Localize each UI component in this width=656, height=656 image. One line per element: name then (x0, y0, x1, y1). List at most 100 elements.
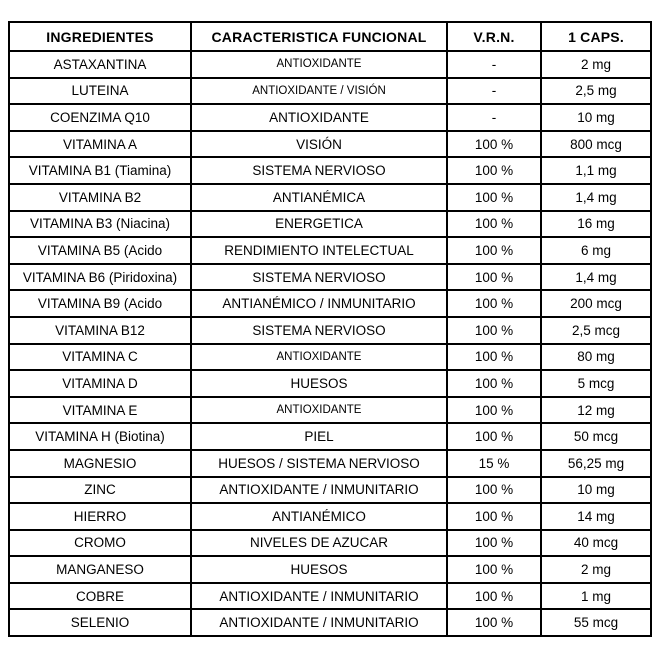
caps-cell: 1 mg (540, 581, 652, 611)
vrn-cell: 100 % (446, 129, 542, 159)
table-row: SELENIO ANTIOXIDANTE / INMUNITARIO 100 % 55… (8, 608, 652, 638)
caps-cell: 50 mcg (540, 422, 652, 451)
ingredient-cell: VITAMINA B3 (Niacina) (8, 209, 192, 239)
vrn-cell: 100 % (446, 369, 542, 398)
ingredients-table: INGREDIENTES CARACTERISTICA FUNCIONAL V.… (8, 21, 652, 638)
header-functional-characteristic: CARACTERISTICA FUNCIONAL (190, 21, 448, 52)
vrn-cell: 100 % (446, 422, 542, 451)
vrn-cell: - (446, 50, 542, 79)
table-row: ZINC ANTIOXIDANTE / INMUNITARIO 100 % 10 mg (8, 475, 652, 505)
caps-cell: 5 mcg (540, 369, 652, 398)
ingredient-cell: VITAMINA B2 (8, 182, 192, 212)
vrn-cell: 100 % (446, 342, 542, 372)
table-row: VITAMINA C ANTIOXIDANTE 100 % 80 mg (8, 342, 652, 372)
ingredient-cell: VITAMINA B6 (Piridoxina) (8, 262, 192, 292)
caps-cell: 1,1 mg (540, 156, 652, 185)
ingredient-cell: VITAMINA E (8, 395, 192, 425)
caps-cell: 56,25 mg (540, 448, 652, 478)
vrn-cell: 100 % (446, 475, 542, 505)
caps-cell: 10 mg (540, 475, 652, 505)
function-cell: HUESOS (190, 555, 448, 584)
ingredient-cell: VITAMINA D (8, 369, 192, 398)
ingredient-cell: HIERRO (8, 502, 192, 531)
table-row: LUTEINA ANTIOXIDANTE / VISIÓN -2,5 mg (8, 76, 652, 106)
table-row: MANGANESO HUESOS 100 % 2 mg (8, 555, 652, 584)
caps-cell: 1,4 mg (540, 262, 652, 292)
ingredient-cell: SELENIO (8, 608, 192, 638)
caps-cell: 2,5 mg (540, 76, 652, 106)
ingredient-cell: COBRE (8, 581, 192, 611)
caps-cell: 55 mcg (540, 608, 652, 638)
function-cell: ANTIOXIDANTE / INMUNITARIO (190, 475, 448, 505)
ingredient-cell: VITAMINA B5 (Acido (8, 236, 192, 265)
table-row: COBRE ANTIOXIDANTE / INMUNITARIO 100 % 1 mg (8, 581, 652, 611)
ingredient-cell: ZINC (8, 475, 192, 505)
caps-cell: 12 mg (540, 395, 652, 425)
caps-cell: 40 mcg (540, 528, 652, 558)
ingredient-cell: VITAMINA B1 (Tiamina) (8, 156, 192, 185)
table-row: VITAMINA B3 (Niacina) ENERGETICA 100 % 16 m… (8, 209, 652, 239)
function-cell: HUESOS / SISTEMA NERVIOSO (190, 448, 448, 478)
caps-cell: 10 mg (540, 103, 652, 132)
table-row: VITAMINA B5 (Acido RENDIMIENTO INTELECTUA… (8, 236, 652, 265)
table-row: VITAMINA B2 ANTIANÉMICA 100 % 1,4 mg (8, 182, 652, 212)
caps-cell: 2 mg (540, 555, 652, 584)
vrn-cell: 100 % (446, 182, 542, 212)
function-cell: SISTEMA NERVIOSO (190, 156, 448, 185)
ingredient-cell: VITAMINA H (Biotina) (8, 422, 192, 451)
table-row: VITAMINA H (Biotina) PIEL 100 % 50 mcg (8, 422, 652, 451)
vrn-cell: 15 % (446, 448, 542, 478)
function-cell: ANTIOXIDANTE (190, 342, 448, 372)
table-row: VITAMINA B6 (Piridoxina) SISTEMA NERVIOSO… (8, 262, 652, 292)
vrn-cell: 100 % (446, 528, 542, 558)
vrn-cell: - (446, 103, 542, 132)
function-cell: ENERGETICA (190, 209, 448, 239)
vrn-cell: 100 % (446, 315, 542, 345)
table-row: MAGNESIO HUESOS / SISTEMA NERVIOSO 15 % 56,… (8, 448, 652, 478)
vrn-cell: 100 % (446, 555, 542, 584)
function-cell: ANTIOXIDANTE (190, 395, 448, 425)
vrn-cell: 100 % (446, 581, 542, 611)
table-row: VITAMINA B12 SISTEMA NERVIOSO 100 % 2,5 mcg (8, 315, 652, 345)
table-row: HIERRO ANTIANÉMICO 100 % 14 mg (8, 502, 652, 531)
function-cell: RENDIMIENTO INTELECTUAL (190, 236, 448, 265)
vrn-cell: 100 % (446, 262, 542, 292)
vrn-cell: - (446, 76, 542, 106)
function-cell: ANTIOXIDANTE (190, 50, 448, 79)
caps-cell: 2,5 mcg (540, 315, 652, 345)
caps-cell: 200 mcg (540, 289, 652, 318)
ingredient-cell: LUTEINA (8, 76, 192, 106)
function-cell: ANTIANÉMICA (190, 182, 448, 212)
function-cell: SISTEMA NERVIOSO (190, 315, 448, 345)
table-row: VITAMINA D HUESOS 100 % 5 mcg (8, 369, 652, 398)
function-cell: PIEL (190, 422, 448, 451)
caps-cell: 6 mg (540, 236, 652, 265)
vrn-cell: 100 % (446, 236, 542, 265)
ingredient-cell: VITAMINA C (8, 342, 192, 372)
header-1caps: 1 CAPS. (540, 21, 652, 52)
caps-cell: 2 mg (540, 50, 652, 79)
ingredient-cell: VITAMINA B9 (Acido (8, 289, 192, 318)
table-row: VITAMINA E ANTIOXIDANTE 100 % 12 mg (8, 395, 652, 425)
function-cell: HUESOS (190, 369, 448, 398)
caps-cell: 16 mg (540, 209, 652, 239)
ingredient-cell: CROMO (8, 528, 192, 558)
vrn-cell: 100 % (446, 395, 542, 425)
table-row: VITAMINA B1 (Tiamina) SISTEMA NERVIOSO 100… (8, 156, 652, 185)
function-cell: ANTIANÉMICO (190, 502, 448, 531)
vrn-cell: 100 % (446, 156, 542, 185)
ingredient-cell: MANGANESO (8, 555, 192, 584)
vrn-cell: 100 % (446, 289, 542, 318)
function-cell: ANTIANÉMICO / INMUNITARIO (190, 289, 448, 318)
caps-cell: 1,4 mg (540, 182, 652, 212)
function-cell: NIVELES DE AZUCAR (190, 528, 448, 558)
function-cell: ANTIOXIDANTE / INMUNITARIO (190, 581, 448, 611)
table-row: COENZIMA Q10 ANTIOXIDANTE -10 mg (8, 103, 652, 132)
table-row: VITAMINA B9 (Acido ANTIANÉMICO / INMUNITA… (8, 289, 652, 318)
table-row: CROMO NIVELES DE AZUCAR 100 % 40 mcg (8, 528, 652, 558)
vrn-cell: 100 % (446, 209, 542, 239)
caps-cell: 80 mg (540, 342, 652, 372)
function-cell: ANTIOXIDANTE (190, 103, 448, 132)
function-cell: ANTIOXIDANTE / VISIÓN (190, 76, 448, 106)
